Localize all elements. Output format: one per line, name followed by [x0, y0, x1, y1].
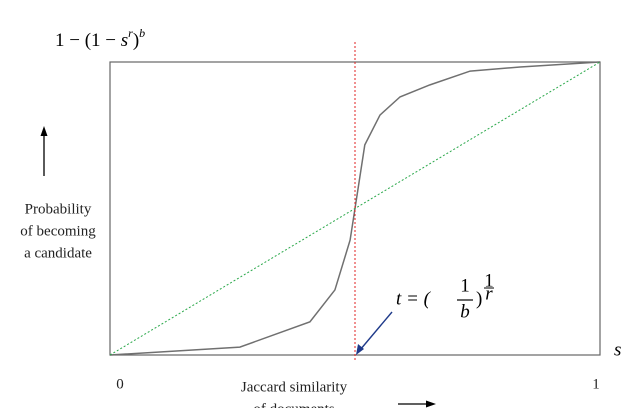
formula-part: r [128, 26, 133, 40]
x-axis-name: s [614, 339, 621, 360]
formula: 1 − (1 − sr)b [55, 26, 145, 52]
x-label-line: of documents [253, 401, 334, 408]
annotation-part: r [485, 283, 493, 304]
series-line [109, 61, 601, 356]
formula-part: 1 − (1 − [55, 30, 121, 51]
formula-part: b [139, 26, 145, 40]
annotation-part: b [460, 301, 470, 322]
formula-part: s [121, 30, 128, 51]
annotation: t = ( 1 b ) 1 r [356, 270, 494, 355]
annotation-part: 1 [460, 275, 470, 296]
annotation-part: 1 [484, 270, 494, 291]
formula-part: ) [133, 30, 139, 51]
x-tick-label: 0 [116, 376, 124, 392]
y-label-line: of becoming [20, 223, 96, 239]
annotation-arrow-head [356, 344, 364, 355]
x-label-line: Jaccard similarity [241, 379, 348, 395]
y-label-line: a candidate [24, 245, 92, 261]
y-arrow-head [40, 126, 48, 136]
annotation-arrow [359, 311, 393, 351]
y-label-line: Probability [25, 201, 92, 217]
annotation-part: t = ( [396, 288, 432, 309]
annotation-part: ) [476, 288, 482, 309]
x-tick-label: 1 [592, 376, 600, 392]
series-line [109, 61, 601, 356]
x-arrow-head [426, 400, 436, 408]
